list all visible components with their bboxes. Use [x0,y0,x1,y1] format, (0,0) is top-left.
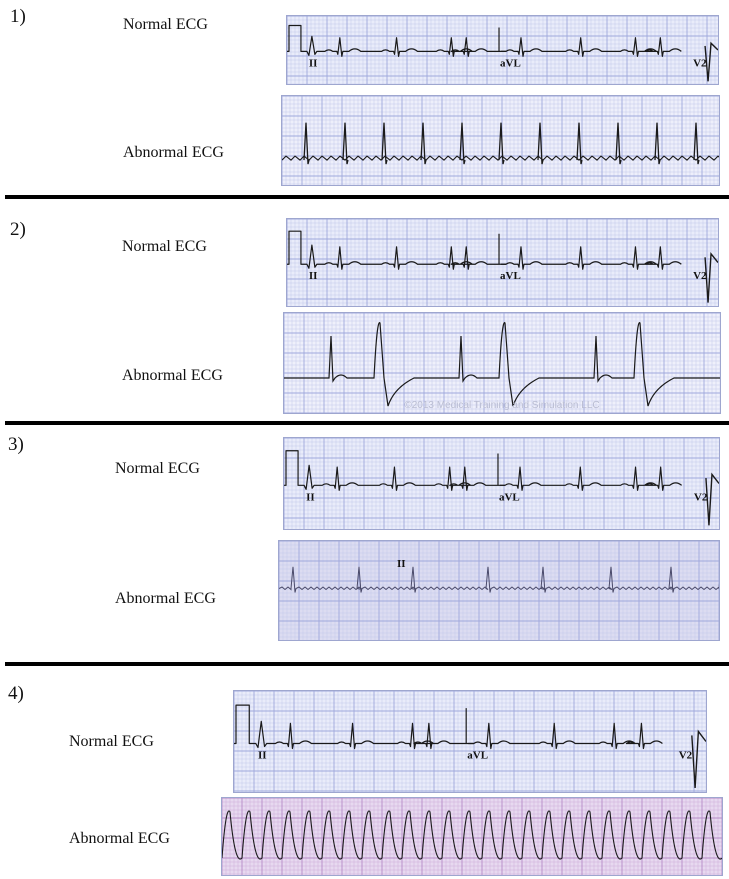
svg-text:II: II [258,750,267,762]
panel-3-normal-ecg: II aVL V2 [283,437,720,530]
panel-2-number: 2) [10,219,26,240]
svg-text:V2: V2 [693,57,707,69]
panel-4-number: 4) [8,683,24,704]
panel-3-abnormal-ecg: II [278,540,720,641]
divider-1 [5,195,729,199]
panel-4-abnormal-ecg [221,797,723,876]
panel-4-normal-label: Normal ECG [69,733,154,750]
svg-text:V2: V2 [694,491,708,503]
divider-2 [5,421,729,425]
panel-1-abnormal-label: Abnormal ECG [123,144,224,161]
panel-4-abnormal-label: Abnormal ECG [69,830,170,847]
divider-3 [5,662,729,666]
panel-1-normal-ecg: II aVL V2 [286,15,719,85]
panel-2-abnormal-label: Abnormal ECG [122,367,223,384]
svg-text:II: II [309,57,318,69]
svg-text:II: II [397,558,406,570]
svg-text:II: II [309,270,318,282]
panel-3-abnormal-label: Abnormal ECG [115,590,216,607]
panel-3-number: 3) [8,434,24,455]
panel-3-normal-label: Normal ECG [115,460,200,477]
svg-text:©2013 Medical Training and Sim: ©2013 Medical Training and Simulation LL… [404,400,599,411]
svg-text:V2: V2 [679,750,693,762]
panel-2-normal-ecg: II aVL V2 [286,218,719,307]
panel-1-normal-label: Normal ECG [123,16,208,33]
svg-text:II: II [306,491,315,503]
panel-1-abnormal-ecg [281,95,720,186]
svg-text:V2: V2 [693,270,707,282]
panel-4-normal-ecg: II aVL V2 [233,690,707,793]
svg-text:aVL: aVL [499,491,520,503]
svg-text:aVL: aVL [500,57,521,69]
svg-text:aVL: aVL [467,750,488,762]
panel-2-normal-label: Normal ECG [122,238,207,255]
panel-2-abnormal-ecg: ©2013 Medical Training and Simulation LL… [283,312,721,414]
svg-text:aVL: aVL [500,270,521,282]
panel-1-number: 1) [10,6,26,27]
